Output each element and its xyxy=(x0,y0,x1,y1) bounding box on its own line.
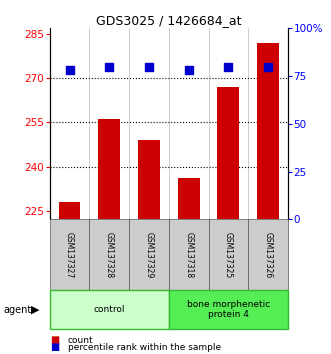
Point xyxy=(107,64,112,69)
Bar xyxy=(169,219,209,290)
Text: GSM137326: GSM137326 xyxy=(263,232,273,278)
Bar xyxy=(98,120,120,219)
Text: agent: agent xyxy=(3,305,31,315)
Bar xyxy=(138,140,160,219)
Text: GSM137327: GSM137327 xyxy=(65,232,74,278)
Point xyxy=(67,68,72,73)
Bar xyxy=(178,178,200,219)
Text: bone morphenetic
protein 4: bone morphenetic protein 4 xyxy=(187,300,270,319)
Point xyxy=(226,64,231,69)
Point xyxy=(265,64,271,69)
Bar xyxy=(59,202,80,219)
Bar xyxy=(89,219,129,290)
Bar xyxy=(169,290,288,329)
Bar xyxy=(217,87,239,219)
Text: ■: ■ xyxy=(50,335,59,345)
Text: GSM137318: GSM137318 xyxy=(184,232,193,278)
Bar xyxy=(129,219,169,290)
Point xyxy=(146,64,152,69)
Bar xyxy=(257,43,279,219)
Text: GSM137329: GSM137329 xyxy=(144,232,154,278)
Text: count: count xyxy=(68,336,93,345)
Bar xyxy=(50,290,169,329)
Text: control: control xyxy=(93,305,125,314)
Bar xyxy=(248,219,288,290)
Text: ▶: ▶ xyxy=(31,305,40,315)
Text: ■: ■ xyxy=(50,342,59,352)
Bar xyxy=(50,219,89,290)
Text: percentile rank within the sample: percentile rank within the sample xyxy=(68,343,221,352)
Title: GDS3025 / 1426684_at: GDS3025 / 1426684_at xyxy=(96,14,242,27)
Bar xyxy=(209,219,248,290)
Text: GSM137325: GSM137325 xyxy=(224,232,233,278)
Text: GSM137328: GSM137328 xyxy=(105,232,114,278)
Point xyxy=(186,68,191,73)
